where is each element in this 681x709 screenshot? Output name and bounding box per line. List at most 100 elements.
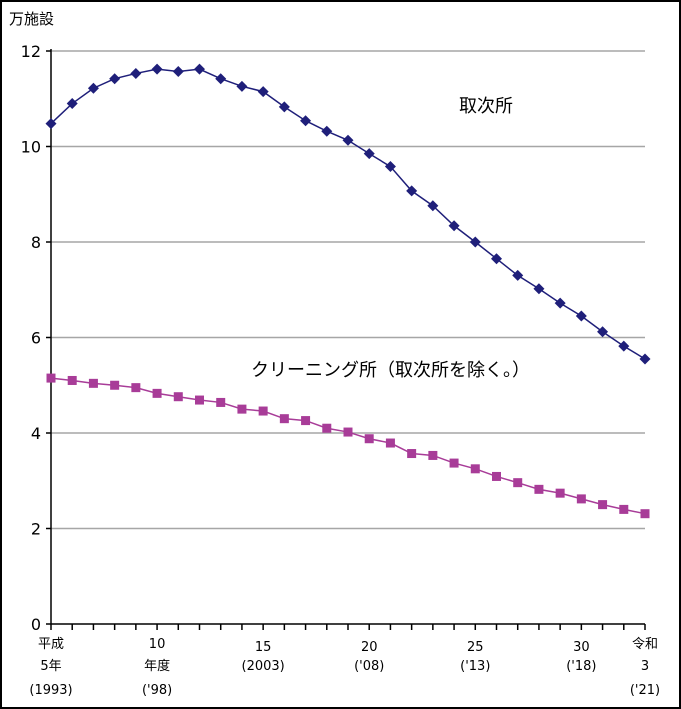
data-point-diamond (384, 161, 396, 173)
x-tick-label-group: 10 年度 ('98) (142, 637, 172, 698)
data-point-square (110, 380, 120, 390)
series-1 (46, 373, 650, 519)
data-point-diamond (66, 98, 78, 110)
data-point-square (470, 464, 480, 474)
data-point-square (364, 434, 374, 444)
data-point-square (216, 397, 226, 407)
data-point-diamond (554, 297, 566, 309)
data-point-square (534, 484, 544, 494)
y-tick-label: 10 (21, 138, 41, 157)
series-group (45, 63, 651, 519)
data-point-diamond (278, 101, 290, 113)
y-tick-label: 12 (21, 42, 41, 61)
data-point-diamond (300, 115, 312, 127)
x-tick-label: 10 (149, 637, 166, 652)
data-point-diamond (618, 340, 630, 352)
data-point-square (279, 414, 289, 424)
data-point-square (237, 404, 247, 414)
x-tick-label: 15 (255, 640, 272, 655)
data-point-square (576, 494, 586, 504)
x-tick-label: (2003) (242, 659, 285, 674)
data-point-square (492, 471, 501, 481)
data-point-diamond (172, 66, 184, 78)
data-point-diamond (639, 353, 651, 365)
data-point-diamond (575, 310, 587, 322)
x-tick-label: ('18) (566, 659, 596, 674)
data-point-square (152, 388, 162, 398)
y-tick-label: 4 (31, 424, 41, 443)
x-tick-label-group: 30 ('18) (566, 640, 596, 674)
series-line (50, 68, 646, 360)
data-point-square (46, 373, 56, 383)
x-tick-label: 20 (361, 640, 378, 655)
x-tick-label-group: 令和 3 ('21) (630, 637, 660, 698)
data-point-square (428, 450, 438, 460)
data-point-square (301, 416, 311, 426)
x-tick-label: ('13) (460, 659, 490, 674)
data-point-diamond (109, 73, 121, 85)
x-tick-label-group: 平成 5年 (1993) (29, 637, 72, 698)
data-point-diamond (448, 220, 460, 232)
data-point-square (131, 383, 141, 393)
data-point-diamond (363, 148, 375, 160)
data-point-square (195, 395, 204, 405)
series-label-cleaning: クリーニング所（取次所を除く。） (251, 360, 530, 381)
data-point-square (322, 423, 332, 433)
data-point-square (88, 378, 98, 388)
x-tick-labels: 平成 5年 (1993) 10 年度 ('98) 15 (2003) 20 ('08) 25 ('13… (29, 637, 660, 698)
y-tick-labels: 0 2 4 6 8 10 12 (21, 42, 41, 634)
data-point-diamond (151, 63, 163, 75)
data-point-square (407, 449, 417, 459)
data-point-square (449, 458, 459, 468)
data-point-diamond (194, 63, 205, 75)
x-tick-label: 30 (573, 640, 590, 655)
data-point-square (598, 500, 608, 510)
data-point-diamond (257, 86, 269, 98)
series-label-toritsugi: 取次所 (459, 96, 513, 117)
gridlines (51, 50, 645, 530)
x-tick-label: 3 (641, 659, 649, 674)
axes (46, 49, 646, 630)
data-point-diamond (87, 82, 99, 94)
x-tick-label: 25 (467, 640, 484, 655)
x-tick-label: ('08) (354, 659, 384, 674)
data-point-square (385, 438, 395, 448)
data-point-square (173, 392, 183, 402)
x-tick-label: 令和 (632, 637, 658, 652)
data-point-diamond (215, 73, 227, 85)
data-point-diamond (321, 125, 333, 137)
x-tick-label: 年度 (144, 658, 170, 674)
x-tick-label: 5年 (40, 659, 61, 674)
data-point-square (513, 478, 523, 488)
x-tick-label-group: 20 ('08) (354, 640, 384, 674)
x-tick-label-group: 15 (2003) (242, 640, 285, 674)
data-point-square (619, 504, 629, 514)
y-tick-label: 2 (31, 520, 41, 539)
x-tick-label-group: 25 ('13) (460, 640, 490, 674)
x-tick-label: 平成 (38, 637, 64, 652)
data-point-diamond (45, 118, 57, 130)
data-point-square (640, 509, 650, 519)
data-point-diamond (469, 236, 481, 248)
data-point-diamond (427, 200, 439, 212)
data-point-diamond (533, 283, 545, 295)
y-tick-label: 8 (31, 233, 41, 252)
data-point-square (555, 488, 565, 498)
x-tick-label: ('21) (630, 683, 660, 698)
data-point-diamond (597, 326, 609, 338)
y-tick-label: 0 (31, 615, 41, 634)
x-tick-label: ('98) (142, 683, 172, 698)
y-tick-label: 6 (31, 329, 41, 348)
data-point-square (343, 427, 353, 437)
data-point-square (258, 406, 268, 416)
data-point-diamond (406, 185, 418, 197)
data-point-diamond (130, 67, 142, 79)
data-point-diamond (342, 134, 354, 146)
y-axis-unit-label: 万施設 (9, 10, 54, 28)
data-point-diamond (236, 80, 248, 92)
data-point-diamond (512, 269, 524, 281)
data-point-diamond (491, 253, 502, 265)
series-0 (45, 63, 651, 365)
